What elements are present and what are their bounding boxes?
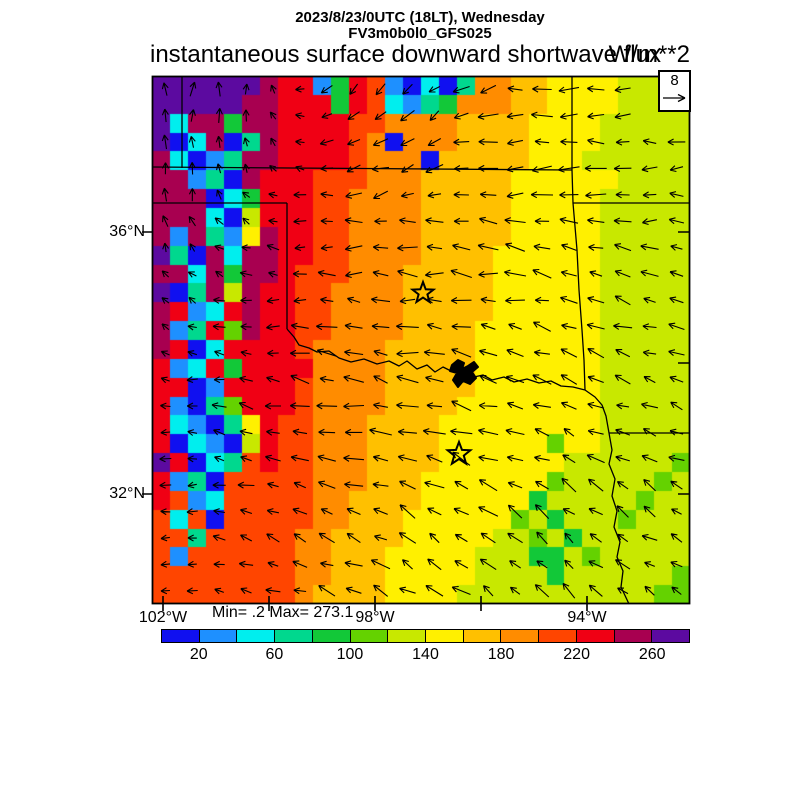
colorbar-segment [275, 630, 313, 642]
colorbar-tick-label: 180 [487, 646, 515, 663]
colorbar-tick-label: 100 [336, 646, 364, 663]
colorbar-segment [350, 630, 389, 642]
colorbar-segment [501, 630, 540, 642]
colorbar-segment [199, 630, 238, 642]
colorbar-segment [652, 630, 690, 642]
colorbar-segment [614, 630, 653, 642]
reference-vector-box: 8 [658, 70, 691, 112]
map-frame [151, 75, 691, 605]
colorbar [161, 629, 690, 643]
wind-vectors [159, 81, 686, 599]
colorbar-tick-label: 220 [563, 646, 590, 663]
red-river [286, 328, 586, 391]
station-star [444, 439, 474, 467]
colorbar-segment [576, 630, 615, 642]
plot-title: instantaneous surface downward shortwave… [150, 41, 661, 68]
colorbar-tick-label: 60 [265, 646, 284, 663]
flux-heatmap-canvas [152, 76, 690, 604]
model-name-header: FV3m0b0l0_GFS025 [348, 25, 492, 42]
colorbar-segment [237, 630, 276, 642]
colorbar-tick-label: 260 [638, 646, 666, 663]
lon-tick-label: 94°W [567, 609, 607, 626]
plot-units-label: W/m**2 [608, 41, 690, 68]
colorbar-segment [162, 630, 200, 642]
colorbar-segment [388, 630, 427, 642]
colorbar-tick-label: 20 [189, 646, 208, 663]
colorbar-segment [426, 630, 464, 642]
minmax-annotation: Min= .2 Max= 273.1 [212, 604, 354, 621]
colorbar-tick-label: 140 [412, 646, 439, 663]
tx-la-sabine [608, 432, 630, 605]
lake-texoma [449, 359, 479, 388]
lon-tick-label: 98°W [355, 609, 395, 626]
valid-time-header: 2023/8/23/0UTC (18LT), Wednesday [295, 9, 545, 26]
axis-ticks [142, 231, 690, 611]
tx-ar-94w [584, 389, 610, 434]
reference-vector-arrow-icon [663, 93, 686, 103]
lon-tick-label: 102°W [138, 609, 188, 626]
lat-tick-label: 32°N [109, 485, 145, 502]
reference-vector-value: 8 [670, 72, 679, 89]
lat-tick-label: 36°N [109, 223, 145, 240]
ks-mo-ok-east [571, 76, 586, 391]
station-star [409, 279, 437, 305]
colorbar-segment [463, 630, 502, 642]
colorbar-segment [539, 630, 577, 642]
colorbar-segment [312, 630, 351, 642]
